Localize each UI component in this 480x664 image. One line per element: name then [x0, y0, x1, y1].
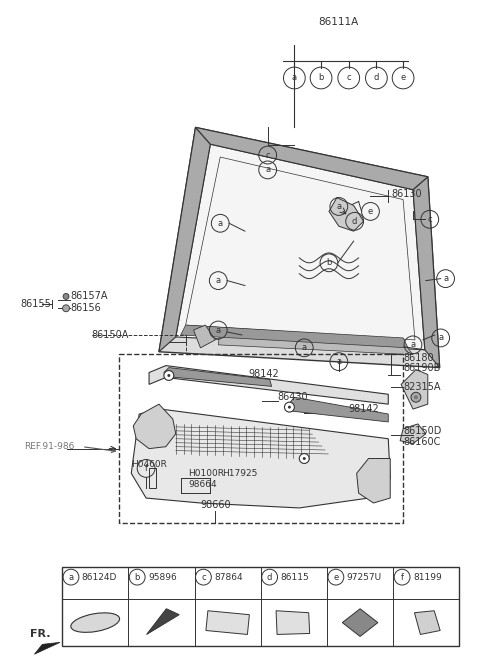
Polygon shape: [218, 330, 413, 355]
Text: 86156: 86156: [70, 303, 101, 313]
Text: a: a: [336, 357, 341, 366]
Circle shape: [63, 293, 69, 299]
Text: b: b: [134, 572, 140, 582]
Polygon shape: [195, 127, 428, 190]
Text: f: f: [144, 464, 147, 473]
Polygon shape: [342, 609, 378, 636]
Text: c: c: [347, 74, 351, 82]
Bar: [120, 354, 403, 523]
Text: 98142: 98142: [349, 404, 380, 414]
Text: 86155: 86155: [21, 299, 51, 309]
Text: c: c: [428, 215, 432, 224]
Polygon shape: [357, 459, 390, 503]
Polygon shape: [414, 611, 440, 635]
Polygon shape: [149, 366, 388, 404]
Polygon shape: [159, 127, 210, 352]
Polygon shape: [206, 611, 250, 635]
Bar: [62, 567, 459, 646]
Circle shape: [168, 374, 170, 377]
Polygon shape: [159, 127, 440, 368]
Text: a: a: [410, 341, 416, 349]
Ellipse shape: [71, 613, 120, 632]
Text: FR.: FR.: [30, 629, 51, 639]
Polygon shape: [146, 609, 179, 635]
Polygon shape: [329, 198, 363, 231]
Text: 86115: 86115: [280, 572, 309, 582]
Text: a: a: [217, 218, 223, 228]
Polygon shape: [35, 642, 60, 654]
Text: 86150D: 86150D: [403, 426, 442, 436]
Text: 86157A: 86157A: [70, 291, 108, 301]
Text: 97257U: 97257U: [347, 572, 382, 582]
Circle shape: [288, 406, 291, 408]
Text: e: e: [368, 207, 373, 216]
Text: 86150A: 86150A: [92, 330, 129, 340]
Text: b: b: [318, 74, 324, 82]
Polygon shape: [193, 325, 216, 348]
Text: 82315A: 82315A: [403, 382, 441, 392]
Text: c: c: [201, 572, 206, 582]
Polygon shape: [131, 409, 390, 508]
Polygon shape: [413, 177, 440, 368]
Text: c: c: [265, 151, 270, 159]
Text: 86160C: 86160C: [403, 437, 441, 447]
Text: a: a: [69, 572, 73, 582]
Polygon shape: [164, 368, 272, 386]
Text: d: d: [267, 572, 272, 582]
Text: a: a: [265, 165, 270, 175]
Text: H0460R: H0460R: [131, 460, 167, 469]
Text: H0100R: H0100R: [189, 469, 225, 478]
Polygon shape: [180, 325, 408, 348]
Circle shape: [300, 454, 309, 463]
Text: a: a: [336, 202, 341, 211]
Text: 86124D: 86124D: [82, 572, 117, 582]
Text: 95896: 95896: [148, 572, 177, 582]
Polygon shape: [176, 144, 425, 350]
Text: e: e: [333, 572, 338, 582]
Text: 98664: 98664: [189, 479, 217, 489]
Circle shape: [414, 395, 418, 399]
Circle shape: [303, 457, 306, 460]
Text: 87864: 87864: [214, 572, 243, 582]
Polygon shape: [276, 611, 310, 635]
Text: 86130: 86130: [391, 189, 422, 199]
Text: e: e: [400, 74, 406, 82]
Polygon shape: [289, 397, 388, 422]
Text: 86180: 86180: [403, 353, 434, 363]
Text: 86111A: 86111A: [319, 17, 359, 27]
Circle shape: [164, 371, 174, 380]
Text: 86430: 86430: [277, 392, 308, 402]
Text: a: a: [302, 343, 307, 353]
Circle shape: [411, 392, 421, 402]
Text: a: a: [292, 74, 297, 82]
Text: 98660: 98660: [200, 500, 230, 510]
Text: d: d: [352, 217, 357, 226]
Text: a: a: [216, 325, 221, 335]
Text: f: f: [401, 572, 404, 582]
Text: a: a: [438, 333, 443, 343]
Polygon shape: [401, 370, 428, 409]
Text: a: a: [216, 276, 221, 285]
Text: a: a: [443, 274, 448, 283]
Text: REF.91-986: REF.91-986: [24, 442, 75, 451]
Text: H17925: H17925: [222, 469, 258, 478]
Polygon shape: [400, 424, 426, 444]
Circle shape: [62, 305, 70, 311]
Text: 86190B: 86190B: [403, 363, 441, 373]
Polygon shape: [133, 404, 176, 449]
Text: d: d: [374, 74, 379, 82]
Circle shape: [285, 402, 294, 412]
Text: 81199: 81199: [413, 572, 442, 582]
Text: 98142: 98142: [248, 369, 279, 378]
Text: b: b: [326, 258, 332, 268]
